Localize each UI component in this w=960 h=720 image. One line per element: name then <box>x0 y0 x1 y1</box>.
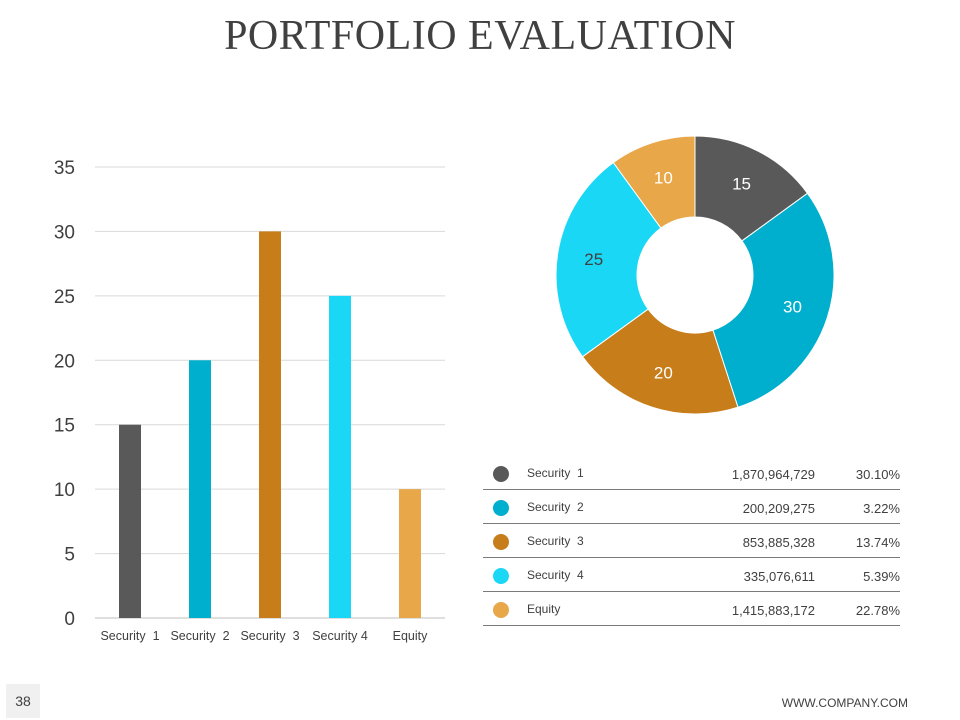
legend-name: Security 3 <box>527 534 584 548</box>
legend-row-security-2: Security 2 200,209,275 3.22% <box>483 490 900 524</box>
y-tick-label: 30 <box>54 222 75 243</box>
legend-value: 1,870,964,729 <box>731 467 815 482</box>
legend-name: Security 4 <box>527 568 584 582</box>
donut-slice-10 <box>612 135 696 229</box>
y-tick-label: 15 <box>54 416 75 437</box>
donut-slice-25 <box>555 161 662 358</box>
donut-slice-15 <box>694 135 809 242</box>
legend-row-security-4: Security 4 335,076,611 5.39% <box>483 558 900 592</box>
legend-percent: 5.39% <box>863 569 900 584</box>
legend-dot <box>493 534 509 550</box>
legend-dot <box>493 500 509 516</box>
legend-name: Equity <box>527 602 561 616</box>
donut-data-label: 20 <box>654 363 673 382</box>
footer-url: WWW.COMPANY.COM <box>781 696 908 710</box>
legend-percent: 30.10% <box>855 467 900 482</box>
legend-value: 853,885,328 <box>742 535 815 550</box>
legend-percent: 13.74% <box>855 535 900 550</box>
legend-value: 200,209,275 <box>742 501 815 516</box>
bar-security-3 <box>259 231 281 618</box>
legend-percent: 22.78% <box>855 603 900 618</box>
bar-equity <box>399 489 421 618</box>
donut-slice-20 <box>581 308 739 415</box>
legend-percent: 3.22% <box>863 501 900 516</box>
y-tick-label: 5 <box>64 545 75 566</box>
y-tick-label: 25 <box>54 287 75 308</box>
legend-value: 1,415,883,172 <box>731 603 815 618</box>
bar-chart: 0 5 10 15 20 25 30 35 Security 1 Security 2 Securi… <box>54 158 445 643</box>
donut-slice-30 <box>712 192 835 408</box>
donut-data-label: 10 <box>654 169 673 188</box>
x-tick-label: Security 4 <box>312 629 368 643</box>
y-tick-label: 35 <box>54 158 75 179</box>
legend-row-equity: Equity 1,415,883,172 22.78% <box>483 592 900 626</box>
legend-value: 335,076,611 <box>743 569 815 584</box>
legend-dot <box>493 568 509 584</box>
legend-name: Security 2 <box>527 500 584 514</box>
x-tick-label: Security 3 <box>240 629 299 643</box>
donut-chart: 15 30 20 25 10 <box>555 135 835 415</box>
bar-security-4 <box>329 295 351 618</box>
y-tick-label: 10 <box>54 480 75 501</box>
legend-dot <box>493 602 509 618</box>
bar-security-1 <box>119 424 141 618</box>
x-tick-label: Equity <box>393 629 428 643</box>
donut-data-label: 30 <box>783 298 802 317</box>
y-tick-label: 20 <box>54 351 75 372</box>
legend-dot <box>493 466 509 482</box>
legend-table: Security 1 1,870,964,729 30.10% Security… <box>483 456 900 626</box>
legend-row-security-3: Security 3 853,885,328 13.74% <box>483 524 900 558</box>
legend-name: Security 1 <box>527 466 584 480</box>
x-tick-label: Security 1 <box>100 629 159 643</box>
donut-data-label: 15 <box>732 175 751 194</box>
page-number: 38 <box>6 684 40 718</box>
donut-data-label: 25 <box>584 250 603 269</box>
y-tick-label: 0 <box>64 609 75 630</box>
legend-row-security-1: Security 1 1,870,964,729 30.10% <box>483 456 900 490</box>
x-tick-label: Security 2 <box>170 629 229 643</box>
bar-security-2 <box>189 360 211 618</box>
page-title: PORTFOLIO EVALUATION <box>224 13 736 59</box>
